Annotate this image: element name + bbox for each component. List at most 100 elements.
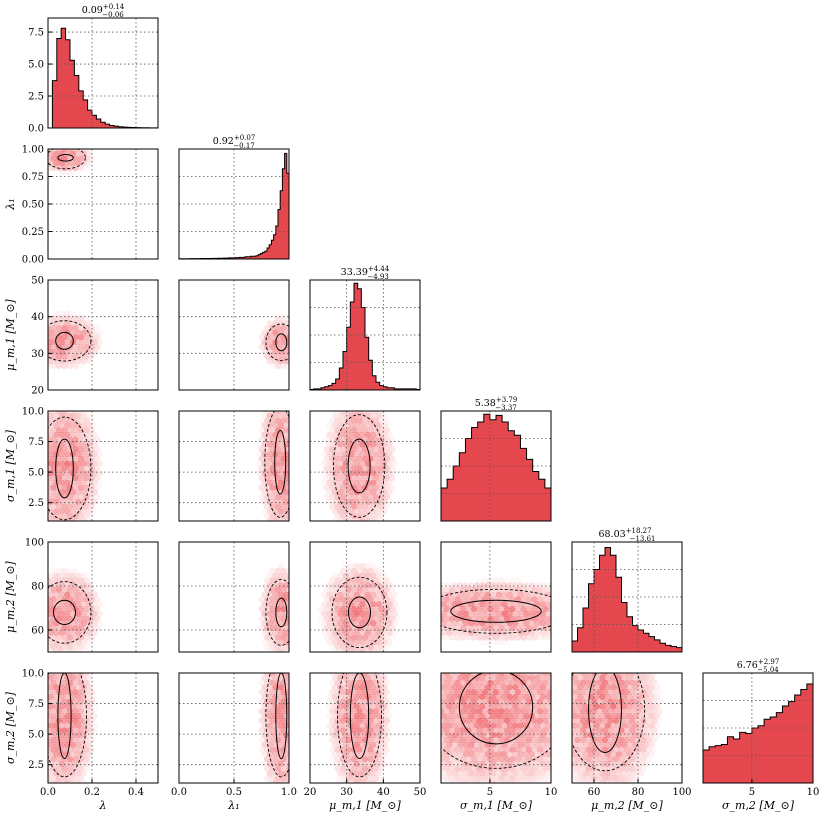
x-tick-label: 5: [749, 787, 755, 798]
contour-inner: [588, 673, 622, 753]
y-tick-label: 2.5: [28, 760, 44, 771]
y-tick-label: 2.5: [28, 498, 44, 509]
density-hexbins: [48, 310, 104, 370]
density-hexbins: [255, 411, 289, 521]
panel-frame: [178, 410, 290, 522]
contour-inner: [274, 430, 287, 495]
contour-outer: [48, 673, 87, 778]
y-tick-label: 2.5: [28, 92, 44, 103]
panel-frame: [47, 541, 159, 653]
density-hexbins: [441, 673, 551, 783]
contour-inner: [275, 673, 288, 760]
x-tick-label: 0.0: [171, 787, 187, 798]
scatter-panel-mu_m1-sigma_m1: [309, 410, 421, 522]
hist-title-lambda1: 0.92+0.07 −0.17: [213, 134, 256, 150]
scatter-panel-mu_m1-sigma_m2: 20 30 40 50: [304, 672, 427, 798]
x-tick-label: 10: [807, 787, 820, 798]
y-axis-label-sigma_m2: σ_m,2 [M_⊙]: [4, 691, 17, 764]
panel-frame: [47, 410, 159, 522]
contour-outer: [572, 673, 646, 772]
contour-outer: [48, 581, 92, 644]
x-tick-label: 0.2: [84, 787, 100, 798]
y-tick-label: 0.25: [22, 227, 44, 238]
y-tick-label: 1.00: [22, 145, 44, 156]
scatter-panel-lambda-lambda1: 0.00 0.25 0.50 0.75 1.00: [22, 145, 159, 266]
hist-panel-lambda: 0.09+0.14 −0.06 0.0 2.5 5.0 7.5: [28, 3, 159, 135]
panel-frame: [309, 541, 421, 653]
density-hexbins: [441, 577, 551, 646]
contour-outer: [265, 673, 289, 778]
y-tick-label: 7.5: [28, 699, 44, 710]
panel-frame: [309, 410, 421, 522]
x-tick-label: 30: [340, 787, 353, 798]
y-tick-label: 0.0: [28, 124, 44, 135]
scatter-panel-lambda1-mu_m1: [178, 279, 290, 391]
contour-outer: [265, 578, 289, 646]
contour-inner: [53, 599, 76, 626]
hist-panel-sigma_m2: 6.76+2.97 −5.04 5 10: [702, 658, 820, 798]
contour-outer: [331, 576, 388, 649]
hist-title-lambda: 0.09+0.14 −0.06: [82, 3, 125, 19]
y-tick-label: 80: [31, 582, 44, 593]
scatter-panel-mu_m1-mu_m2: [309, 541, 421, 653]
x-tick-label: 0.0: [40, 787, 56, 798]
y-tick-label: 5.0: [28, 730, 44, 741]
scatter-panel-lambda1-sigma_m2: 0.0 0.5 1.0: [171, 672, 297, 798]
density-hexbins: [258, 315, 289, 370]
panel-frame: [178, 279, 290, 391]
density-hexbins: [572, 673, 664, 783]
x-tick-label: 20: [304, 787, 317, 798]
scatter-panel-lambda-sigma_m2: 2.5 5.0 7.5 10.0 0.0 0.2 0.4: [22, 669, 159, 798]
y-axis-label-mu_m1: μ_m,1 [M_⊙]: [4, 298, 17, 370]
histogram-lambda: [51, 27, 158, 128]
y-axis-label-lambda1: λ₁: [4, 198, 17, 210]
x-tick-label: 40: [377, 787, 390, 798]
scatter-panel-mu_m2-sigma_m2: 60 80 100: [571, 672, 692, 798]
panel-frame: [47, 17, 159, 129]
contour-inner: [57, 673, 72, 760]
panel-frame: [440, 541, 552, 653]
scatter-panel-lambda-mu_m2: 60 80 100: [25, 538, 159, 653]
x-tick-label: 0.4: [128, 787, 144, 798]
scatter-panel-lambda1-sigma_m1: [178, 410, 290, 522]
density-hexbins: [317, 562, 402, 652]
scatter-panel-sigma_m1-mu_m2: [440, 541, 552, 653]
histogram-mu_m1: [310, 282, 420, 390]
contour-inner: [275, 333, 288, 352]
y-tick-label: 60: [31, 626, 44, 637]
hist-panel-sigma_m1: 5.38+3.79 −3.37: [440, 396, 552, 522]
density-hexbins: [326, 673, 393, 783]
y-tick-label: 0.75: [22, 172, 44, 183]
contour-inner: [57, 154, 74, 162]
contour-inner: [450, 599, 542, 623]
y-tick-label: 20: [31, 386, 44, 397]
y-axis-label-mu_m2: μ_m,2 [M_⊙]: [4, 560, 17, 632]
x-axis-label-lambda1: λ₁: [227, 799, 239, 812]
y-tick-label: 5.0: [28, 60, 44, 71]
y-tick-label: 100: [25, 538, 44, 549]
y-axis-label-sigma_m1: σ_m,1 [M_⊙]: [4, 429, 17, 502]
y-tick-label: 0.50: [22, 200, 44, 211]
density-hexbins: [320, 411, 399, 521]
contour-outer: [441, 747, 551, 769]
contour-outer: [265, 323, 289, 362]
x-axis-label-mu_m2: μ_m,2 [M_⊙]: [591, 799, 663, 812]
contour-inner: [55, 331, 74, 350]
panel-frame: [47, 148, 159, 260]
x-tick-label: 5: [487, 787, 493, 798]
hist-panel-mu_m2: 68.03+18.27 −13.61: [571, 527, 683, 653]
x-axis-label-sigma_m1: σ_m,1 [M_⊙]: [460, 799, 533, 812]
scatter-panel-lambda-sigma_m1: 2.5 5.0 7.5 10.0: [22, 407, 159, 522]
x-tick-label: 0.5: [226, 787, 242, 798]
x-tick-label: 50: [414, 787, 427, 798]
histogram-sigma_m1: [441, 413, 551, 521]
panel-frame: [571, 672, 683, 784]
hist-title-sigma_m2: 6.76+2.97 −5.04: [737, 658, 780, 674]
y-tick-label: 0.00: [22, 255, 44, 266]
contour-inner: [349, 673, 370, 760]
panel-frame: [309, 672, 421, 784]
contour-inner: [458, 673, 534, 745]
panel-frame: [178, 541, 290, 653]
hist-title-mu_m2: 68.03+18.27 −13.61: [598, 527, 655, 543]
